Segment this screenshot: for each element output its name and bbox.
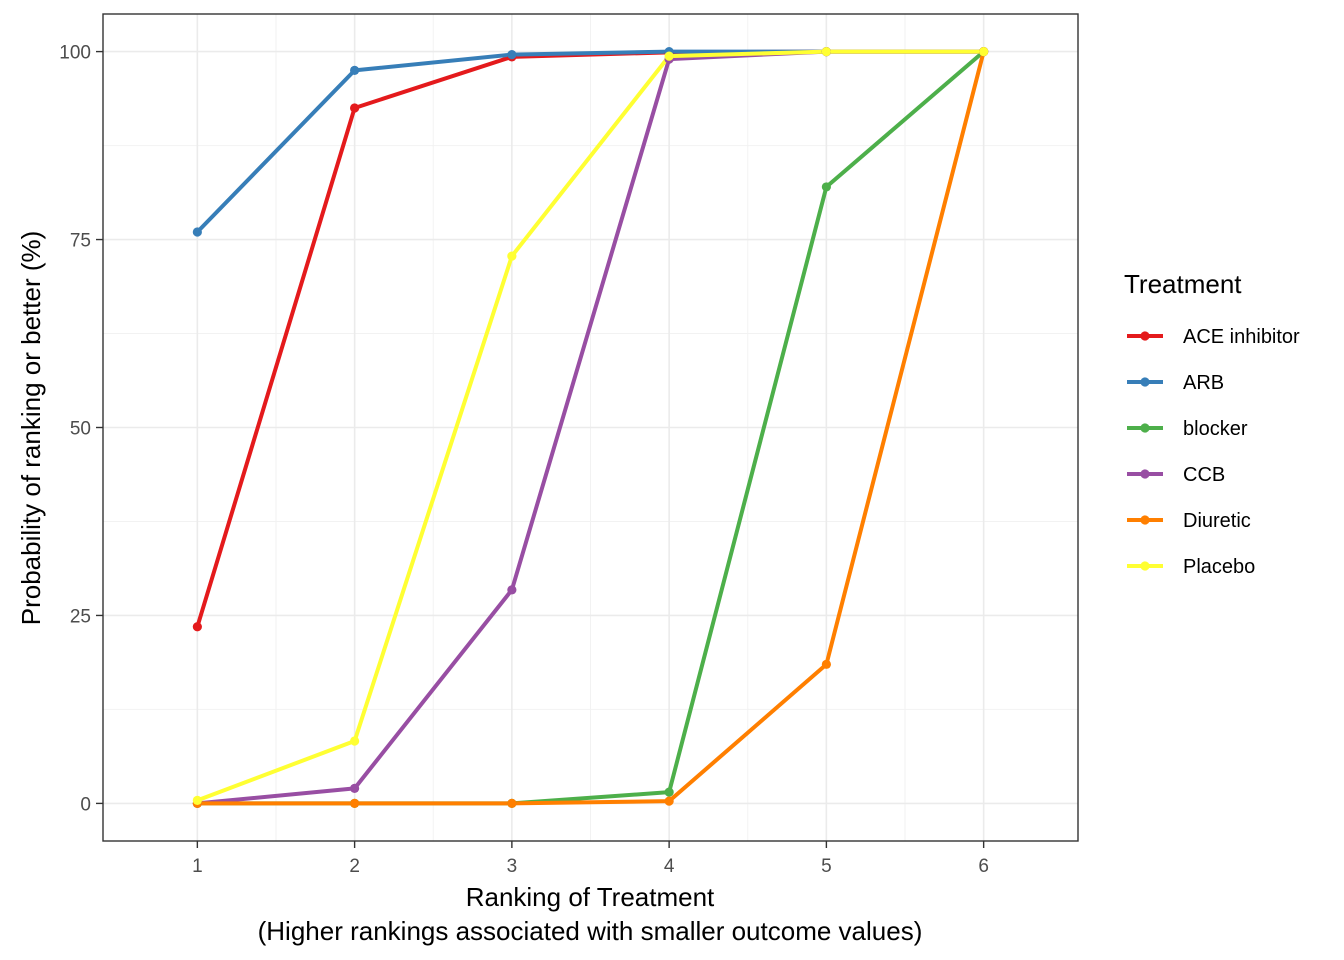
x-tick-label: 2 bbox=[349, 856, 360, 877]
y-tick-label: 75 bbox=[70, 231, 91, 252]
data-point-placebo bbox=[664, 51, 674, 61]
legend-label-ccb: CCB bbox=[1183, 464, 1225, 486]
data-point-placebo bbox=[192, 795, 202, 806]
data-point-arb bbox=[350, 65, 360, 75]
x-tick-label: 4 bbox=[664, 856, 675, 877]
legend-label-blocker: blocker bbox=[1183, 418, 1248, 440]
y-axis-title: Probability of ranking or better (%) bbox=[16, 231, 46, 626]
series-line-placebo bbox=[196, 49, 984, 803]
series-points bbox=[192, 46, 989, 809]
y-tick-label: 0 bbox=[80, 794, 91, 815]
legend-items: ACE inhibitor ARB blocker CCB Diuretic Placeb… bbox=[1127, 326, 1300, 578]
legend-label-placebo: Placebo bbox=[1183, 556, 1255, 578]
legend-key-point-diuretic bbox=[1140, 515, 1150, 525]
y-tick-label: 100 bbox=[59, 43, 91, 64]
x-axis-subtitle: (Higher rankings associated with smaller… bbox=[258, 916, 923, 946]
legend: Treatment ACE inhibitor ARB blocker CCB Diur… bbox=[1124, 269, 1300, 578]
data-point-placebo bbox=[507, 251, 517, 261]
legend-label-ace-inhibitor: ACE inhibitor bbox=[1183, 326, 1300, 348]
data-point-placebo bbox=[350, 736, 360, 746]
legend-key-point-placebo bbox=[1140, 561, 1150, 571]
x-tick-label: 6 bbox=[978, 856, 989, 877]
series-lines bbox=[195, 49, 986, 806]
legend-label-arb: ARB bbox=[1183, 372, 1224, 394]
data-point-ccb bbox=[350, 783, 360, 793]
x-tick-label: 3 bbox=[507, 856, 518, 877]
data-point-ace-inhibitor bbox=[192, 622, 202, 632]
data-point-placebo bbox=[979, 46, 989, 57]
y-tick-label: 50 bbox=[70, 419, 91, 440]
legend-key-point-arb bbox=[1140, 377, 1150, 387]
legend-key-point-blocker bbox=[1140, 423, 1150, 433]
x-axis: 1 2 3 4 5 6 bbox=[192, 841, 989, 877]
series-line-diuretic bbox=[197, 51, 986, 806]
legend-title: Treatment bbox=[1124, 269, 1242, 299]
data-point-arb bbox=[192, 227, 202, 237]
data-point-ccb bbox=[507, 585, 517, 595]
data-point-arb bbox=[507, 49, 517, 60]
data-point-diuretic bbox=[664, 796, 674, 806]
legend-key-point-ccb bbox=[1140, 469, 1150, 479]
x-axis-title: Ranking of Treatment bbox=[466, 882, 715, 912]
data-point-blocker bbox=[664, 787, 674, 797]
data-point-diuretic bbox=[507, 798, 517, 809]
y-tick-label: 25 bbox=[70, 606, 91, 627]
data-point-placebo bbox=[821, 46, 831, 57]
data-point-diuretic bbox=[350, 798, 360, 809]
data-point-diuretic bbox=[821, 659, 831, 669]
grid-lines bbox=[103, 14, 1078, 841]
legend-label-diuretic: Diuretic bbox=[1183, 510, 1251, 532]
x-tick-label: 5 bbox=[821, 856, 832, 877]
legend-key-point-ace-inhibitor bbox=[1140, 331, 1150, 341]
y-axis: 0 25 50 75 100 bbox=[59, 43, 103, 815]
data-point-ace-inhibitor bbox=[350, 103, 360, 113]
data-point-blocker bbox=[821, 182, 831, 192]
x-tick-label: 1 bbox=[192, 856, 203, 877]
